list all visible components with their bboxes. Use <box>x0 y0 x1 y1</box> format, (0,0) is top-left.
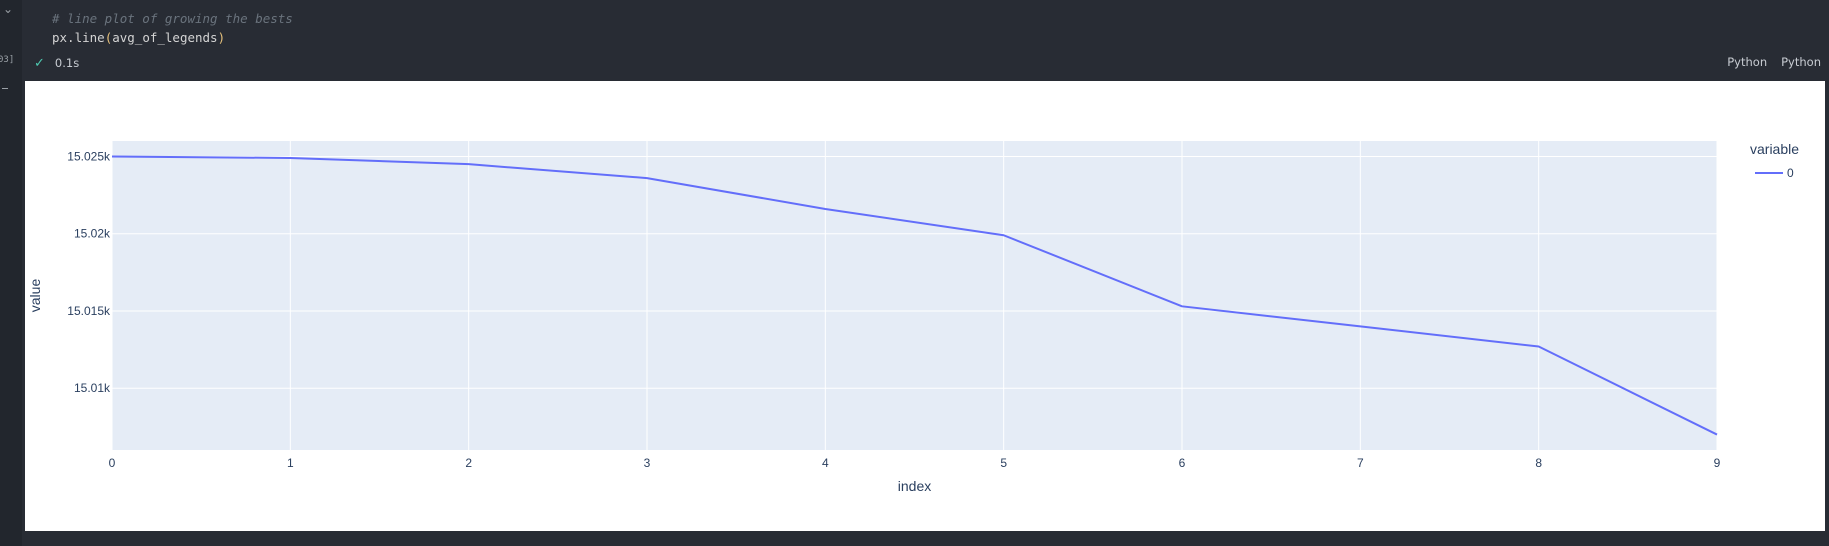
execution-status: ✓ 0.1s <box>34 54 79 72</box>
y-tick-label: 15.02k <box>74 227 111 241</box>
x-tick-label: 3 <box>644 456 651 470</box>
x-tick-label: 4 <box>822 456 829 470</box>
y-tick-label: 15.025k <box>67 149 111 163</box>
check-icon: ✓ <box>34 55 45 71</box>
x-tick-label: 5 <box>1000 456 1007 470</box>
x-tick-label: 9 <box>1714 456 1721 470</box>
x-tick-label: 1 <box>287 456 294 470</box>
language-labels: Python Python <box>1727 55 1821 69</box>
execution-duration: 0.1s <box>54 56 80 70</box>
line-chart: 0 1 2 3 4 5 6 7 8 9 15.01k 15.015k 15.02k 15.025k inde… <box>27 141 1799 494</box>
code-comment-line: # line plot of growing the bests <box>52 11 293 26</box>
code-paren-open: ( <box>104 30 113 45</box>
code-editor[interactable]: # line plot of growing the bests px.line… <box>52 9 293 47</box>
y-tick-label: 15.015k <box>67 304 111 318</box>
y-axis-title: value <box>27 279 43 313</box>
cell-gutter: ⌄ 03] <box>0 0 22 546</box>
execution-count: 03] <box>0 55 15 65</box>
x-tick-label: 2 <box>465 456 472 470</box>
legend-entry: 0 <box>1787 166 1794 180</box>
legend-title: variable <box>1750 141 1799 157</box>
language-label[interactable]: Python <box>1727 55 1768 69</box>
code-paren-close: ) <box>217 30 226 45</box>
language-label[interactable]: Python <box>1781 55 1821 69</box>
x-tick-label: 0 <box>109 456 116 470</box>
x-tick-label: 7 <box>1357 456 1364 470</box>
code-function: px.line <box>52 30 105 45</box>
chevron-down-icon[interactable]: ⌄ <box>3 2 14 16</box>
x-tick-label: 8 <box>1535 456 1542 470</box>
code-line: px.line(avg_of_legends) <box>52 28 293 47</box>
series-line <box>111 155 1718 436</box>
x-tick-label: 6 <box>1179 456 1186 470</box>
code-argument: avg_of_legends <box>112 30 218 45</box>
plot-area <box>112 141 1717 450</box>
cell-focus-indicator <box>2 88 8 89</box>
y-tick-label: 15.01k <box>74 381 111 395</box>
x-axis-title: index <box>898 478 931 494</box>
cell-output: 0 1 2 3 4 5 6 7 8 9 15.01k 15.015k 15.02k 15.025k inde… <box>25 81 1825 531</box>
